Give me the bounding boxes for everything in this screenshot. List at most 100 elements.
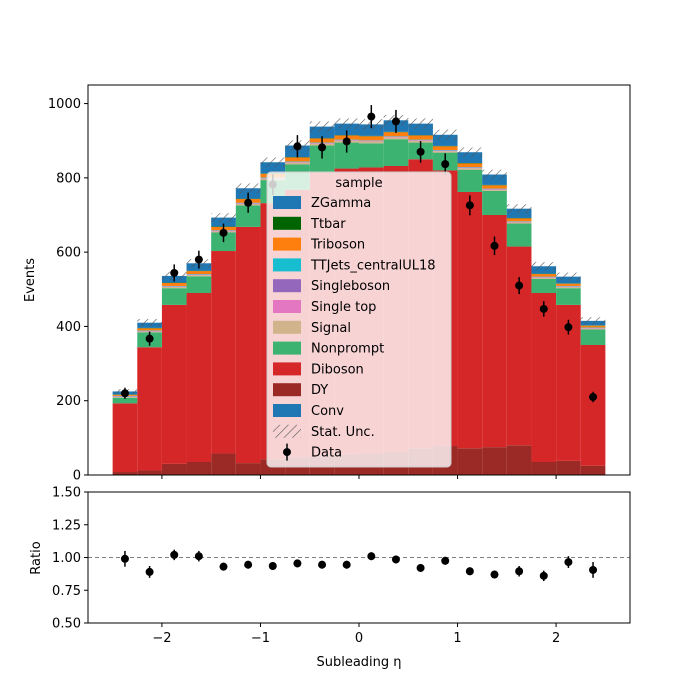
bar-signal-3 [186,275,212,277]
bar-dy-5 [235,463,261,475]
legend-label-signal: Signal [311,321,351,336]
stat-unc-4 [211,213,236,223]
ratio-point-3 [194,552,203,561]
stat-unc-14 [457,147,483,158]
bar-zgamma-15 [482,174,507,185]
bar-diboson-2 [161,304,187,464]
bar-diboson-17 [531,293,557,462]
bar-dy-1 [137,470,162,475]
main-x-ticks [161,475,557,479]
data-point-4 [219,228,228,237]
legend-label-triboson: Triboson [310,238,365,253]
ratio-point-16 [515,567,524,576]
bar-triboson-16 [506,218,532,222]
ratio-panel: 0.50 0.75 1.00 1.25 1.50 −2 −1 0 1 2 Ratio Suble… [29,486,631,670]
legend-swatch-stat-unc- [273,424,301,438]
bar-zgamma-8 [309,126,335,139]
bar-diboson-14 [457,191,483,449]
legend-label-dy: DY [311,383,328,398]
data-point-5 [244,198,253,207]
bar-diboson-3 [186,293,212,462]
bar-dy-3 [186,462,212,475]
bar-zgamma-14 [457,152,483,163]
ratio-point-8 [318,560,327,569]
bar-signal-14 [457,168,483,170]
bar-nonprompt-2 [161,288,187,305]
legend-label-zgamma: ZGamma [311,196,371,211]
bar-triboson-10 [359,136,384,141]
bar-zgamma-6 [260,162,286,174]
bar-signal-2 [161,287,187,289]
ratio-xtick-label-4: 2 [552,631,560,646]
data-point-3 [194,255,203,264]
bar-dy-2 [161,463,187,475]
ratio-ytick-label-4: 1.50 [52,486,81,501]
main-ytick-label-1: 200 [56,394,81,409]
bar-nonprompt-16 [506,223,532,247]
ratio-xtick-label-1: −1 [251,631,270,646]
ratio-point-12 [416,563,425,572]
data-point-17 [539,304,548,313]
legend-marker-data [283,448,291,457]
legend-swatch-singleboson [273,279,301,293]
data-point-2 [170,268,179,277]
bar-nonprompt-17 [531,278,557,293]
bar-nonprompt-11 [383,139,409,166]
data-point-1 [145,334,154,343]
legend-label-nonprompt: Nonprompt [311,342,384,357]
data-point-11 [391,117,400,126]
ratio-point-19 [589,565,598,574]
legend-label-ttbar: Ttbar [310,217,346,232]
bar-dy-17 [531,462,557,475]
ratio-ytick-label-3: 1.25 [52,518,81,533]
ratio-ytick-label-0: 0.50 [52,617,81,632]
bar-triboson-11 [383,132,409,137]
stat-unc-13 [432,129,458,140]
bar-nonprompt-15 [482,190,507,215]
stat-unc-1 [137,319,162,327]
main-ytick-label-2: 400 [56,320,81,335]
data-point-19 [589,393,598,401]
bar-dy-14 [457,448,483,475]
legend-swatch-triboson [273,237,301,251]
ratio-y-axis-label: Ratio [29,541,44,574]
bar-nonprompt-19 [580,329,606,345]
ratio-point-9 [342,560,351,569]
stat-unc-19 [580,317,606,325]
main-y-ticks: 0 200 400 600 800 1000 [48,97,88,484]
ratio-point-13 [441,556,450,565]
bar-dy-15 [482,447,507,475]
data-point-18 [564,323,573,332]
ratio-point-10 [367,552,376,561]
data-point-14 [465,201,474,210]
bar-dy-0 [112,472,138,475]
legend-entries: ZGamma Ttbar Triboson TTJets_centralUL18 Sin… [273,196,436,461]
legend-swatch-ttjets-centralul18 [273,258,301,272]
bar-signal-17 [531,277,557,279]
bar-diboson-19 [580,345,606,466]
bar-signal-13 [432,151,458,153]
bar-nonprompt-5 [235,205,261,227]
ratio-xtick-label-3: 1 [453,631,461,646]
legend: sample ZGamma Ttbar Triboson TTJets_central… [266,171,452,468]
main-ytick-label-0: 0 [73,469,81,484]
legend-label-conv: Conv [311,404,344,419]
ratio-point-6 [268,562,277,571]
ratio-x-ticks: −2 −1 0 1 2 [152,623,560,646]
legend-swatch-conv [273,404,301,417]
bar-dy-16 [506,445,532,475]
ratio-point-7 [293,559,302,568]
x-axis-label: Subleading η [316,655,401,670]
ratio-point-2 [170,550,179,559]
ratio-ytick-label-1: 0.75 [52,584,81,599]
bar-triboson-14 [457,163,483,168]
legend-label-ttjets-centralul18: TTJets_centralUL18 [310,258,436,273]
ratio-ytick-label-2: 1.00 [52,551,81,566]
bar-diboson-16 [506,246,532,446]
bar-signal-18 [556,287,581,289]
legend-title: sample [335,176,382,191]
stat-unc-5 [235,183,261,194]
legend-label-single-top: Single top [311,300,376,315]
data-point-10 [367,112,376,121]
